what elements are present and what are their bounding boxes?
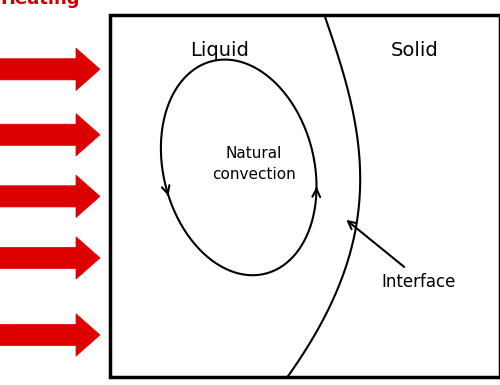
Polygon shape	[0, 237, 100, 279]
Text: Heating: Heating	[0, 0, 80, 8]
Text: Interface: Interface	[382, 273, 456, 291]
Text: Solid: Solid	[390, 41, 438, 60]
Bar	[110, 15, 500, 377]
Polygon shape	[0, 314, 100, 356]
Text: Liquid: Liquid	[190, 41, 248, 60]
Text: Natural
convection: Natural convection	[212, 146, 296, 182]
Polygon shape	[0, 114, 100, 156]
Polygon shape	[0, 48, 100, 90]
Polygon shape	[0, 175, 100, 218]
